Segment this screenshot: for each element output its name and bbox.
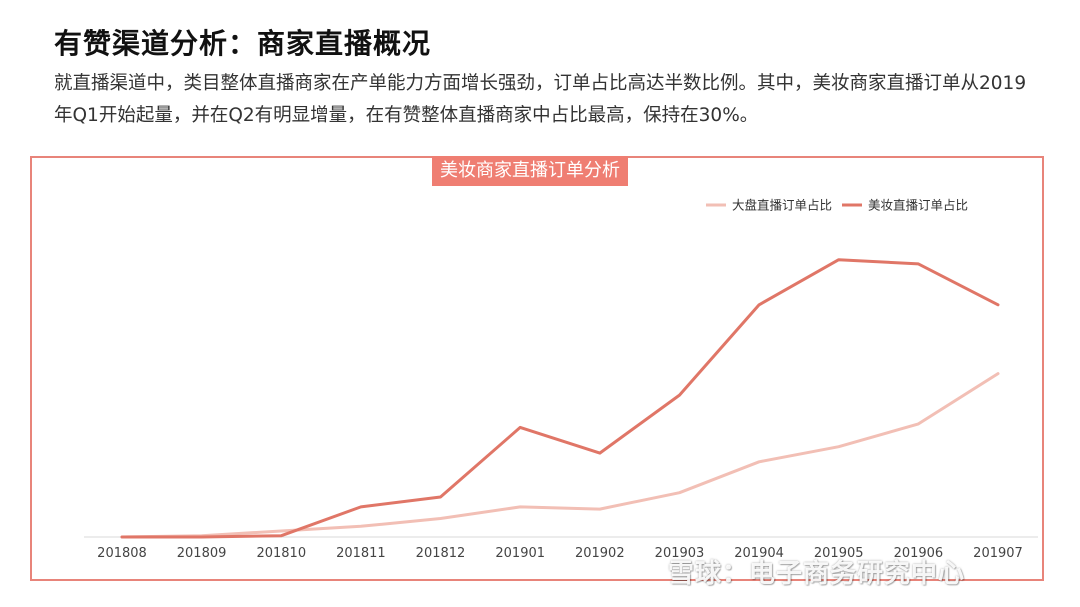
- chart-title: 美妆商家直播订单分析: [432, 156, 628, 186]
- x-tick-label: 201809: [177, 546, 227, 561]
- legend-item-1: 大盘直播订单占比: [706, 198, 832, 213]
- legend-label: 大盘直播订单占比: [732, 198, 832, 213]
- x-tick-label: 201812: [416, 546, 466, 561]
- x-tick-label: 201905: [814, 546, 864, 561]
- x-tick-label: 201907: [973, 546, 1023, 561]
- x-tick-label: 201901: [495, 546, 545, 561]
- x-tick-label: 201906: [894, 546, 944, 561]
- legend: 大盘直播订单占比 美妆直播订单占比: [706, 198, 968, 213]
- page-title: 有赞渠道分析：商家直播概况: [54, 27, 432, 60]
- series-line-1: [120, 372, 1000, 539]
- x-tick-label: 201904: [734, 546, 784, 561]
- series-layer: [120, 258, 1000, 539]
- series-line-2: [120, 258, 1000, 539]
- legend-label: 美妆直播订单占比: [868, 198, 968, 213]
- x-tick-label: 201902: [575, 546, 625, 561]
- x-tick-label: 201810: [256, 546, 306, 561]
- x-tick-label: 201903: [655, 546, 705, 561]
- legend-item-2: 美妆直播订单占比: [842, 198, 968, 213]
- watermark: 雪球：电子商务研究中心: [668, 559, 966, 589]
- page-description: 就直播渠道中，类目整体直播商家在产单能力方面增长强劲，订单占比高达半数比例。其中…: [54, 73, 1027, 126]
- x-tick-label: 201808: [97, 546, 147, 561]
- x-tick-label: 201811: [336, 546, 386, 561]
- x-tick-labels: 201808 201809 201810 201811 201812 201901 2019…: [97, 546, 1023, 561]
